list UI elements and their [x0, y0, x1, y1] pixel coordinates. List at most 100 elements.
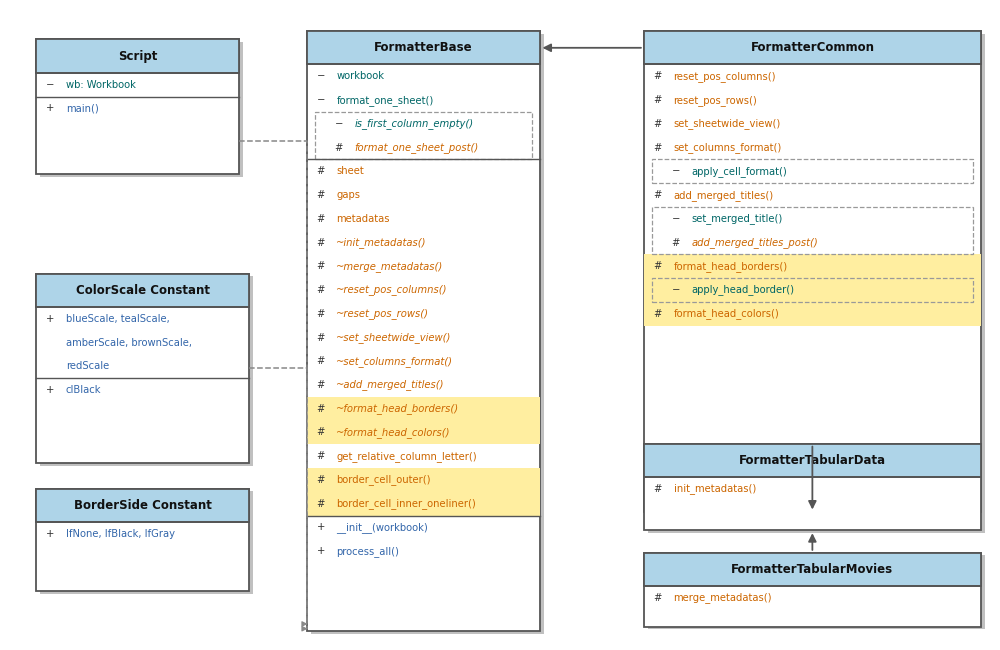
Bar [644, 444, 981, 477]
Text: −: − [672, 214, 680, 224]
Text: #: # [654, 95, 662, 105]
Bar [652, 278, 973, 302]
Text: apply_cell_format(): apply_cell_format() [691, 166, 787, 177]
Text: FormatterBase: FormatterBase [374, 42, 472, 55]
Text: Script: Script [118, 49, 157, 62]
Text: main(): main() [66, 103, 98, 114]
Bar [36, 274, 249, 463]
Text: merge_metadatas(): merge_metadatas() [674, 593, 772, 603]
Bar [315, 112, 532, 159]
Text: redScale: redScale [66, 361, 109, 371]
Text: +: + [46, 103, 54, 114]
Bar [648, 447, 985, 533]
Text: clBlack: clBlack [66, 385, 101, 395]
Text: +: + [46, 529, 54, 539]
Text: ~reset_pos_columns(): ~reset_pos_columns() [336, 285, 448, 296]
Bar [648, 34, 985, 515]
Text: #: # [317, 428, 325, 437]
Text: lfNone, lfBlack, lfGray: lfNone, lfBlack, lfGray [66, 529, 175, 539]
Bar [648, 555, 985, 629]
Bar [40, 42, 243, 177]
Text: #: # [317, 214, 325, 224]
Text: #: # [654, 484, 662, 494]
Text: metadatas: metadatas [336, 214, 390, 224]
Text: border_cell_outer(): border_cell_outer() [336, 474, 431, 486]
Text: set_columns_format(): set_columns_format() [674, 142, 782, 153]
Text: border_cell_inner_oneliner(): border_cell_inner_oneliner() [336, 499, 476, 509]
Text: is_first_column_empty(): is_first_column_empty() [354, 118, 473, 129]
Text: apply_head_border(): apply_head_border() [691, 285, 794, 296]
Text: #: # [317, 356, 325, 366]
Text: #: # [317, 309, 325, 318]
Text: #: # [334, 142, 343, 153]
Bar [307, 421, 540, 445]
Text: format_one_sheet(): format_one_sheet() [336, 95, 434, 105]
Text: wb: Workbook: wb: Workbook [66, 80, 136, 90]
Bar [644, 31, 981, 64]
Text: FormatterCommon: FormatterCommon [750, 42, 874, 55]
Text: ~reset_pos_rows(): ~reset_pos_rows() [336, 308, 429, 319]
Bar [36, 489, 249, 522]
Text: #: # [317, 404, 325, 414]
Text: #: # [317, 261, 325, 271]
Text: add_merged_titles_post(): add_merged_titles_post() [691, 237, 818, 248]
Text: process_all(): process_all() [336, 546, 399, 556]
Bar [36, 40, 239, 174]
Text: +: + [46, 385, 54, 395]
Text: −: − [46, 80, 54, 90]
Bar [36, 40, 239, 73]
Bar [644, 31, 981, 512]
Text: #: # [317, 333, 325, 343]
Bar [311, 34, 544, 634]
Bar [307, 468, 540, 492]
Text: set_sheetwide_view(): set_sheetwide_view() [674, 118, 781, 129]
Text: ColorScale Constant: ColorScale Constant [76, 284, 210, 297]
Bar [40, 491, 253, 594]
Text: #: # [317, 380, 325, 390]
Bar [307, 31, 540, 64]
Text: #: # [317, 237, 325, 248]
Text: #: # [317, 451, 325, 462]
Text: blueScale, tealScale,: blueScale, tealScale, [66, 314, 169, 324]
Text: #: # [654, 190, 662, 200]
Bar [36, 274, 249, 307]
Text: ~add_merged_titles(): ~add_merged_titles() [336, 380, 445, 391]
Text: #: # [654, 142, 662, 153]
Text: #: # [317, 285, 325, 295]
Text: ~init_metadatas(): ~init_metadatas() [336, 237, 427, 248]
Text: ~format_head_borders(): ~format_head_borders() [336, 403, 460, 414]
Text: ~set_columns_format(): ~set_columns_format() [336, 356, 453, 367]
Text: −: − [317, 95, 325, 105]
Text: ~set_sheetwide_view(): ~set_sheetwide_view() [336, 332, 452, 343]
Text: #: # [317, 190, 325, 200]
Text: reset_pos_rows(): reset_pos_rows() [674, 95, 757, 105]
Text: −: − [672, 166, 680, 176]
Bar [652, 207, 973, 254]
Text: get_relative_column_letter(): get_relative_column_letter() [336, 450, 477, 462]
Text: __init__(workbook): __init__(workbook) [336, 522, 428, 533]
Text: #: # [654, 261, 662, 271]
Text: −: − [317, 72, 325, 81]
Bar [307, 31, 540, 631]
Text: #: # [672, 237, 680, 248]
Text: +: + [46, 314, 54, 324]
Text: init_metadatas(): init_metadatas() [674, 484, 756, 495]
Text: format_one_sheet_post(): format_one_sheet_post() [354, 142, 478, 153]
Text: #: # [654, 72, 662, 81]
Text: FormatterTabularData: FormatterTabularData [739, 454, 886, 467]
Bar [644, 552, 981, 627]
Text: reset_pos_columns(): reset_pos_columns() [674, 71, 776, 82]
Text: #: # [317, 499, 325, 509]
Text: workbook: workbook [336, 72, 384, 81]
Text: sheet: sheet [336, 166, 364, 176]
Text: add_merged_titles(): add_merged_titles() [674, 190, 774, 200]
Text: #: # [654, 309, 662, 318]
Text: #: # [654, 593, 662, 603]
Text: #: # [317, 166, 325, 176]
Text: +: + [317, 523, 325, 532]
Text: format_head_borders(): format_head_borders() [674, 261, 788, 272]
Text: amberScale, brownScale,: amberScale, brownScale, [66, 337, 192, 348]
Text: BorderSide Constant: BorderSide Constant [74, 499, 211, 512]
Bar [307, 492, 540, 515]
Bar [307, 397, 540, 421]
